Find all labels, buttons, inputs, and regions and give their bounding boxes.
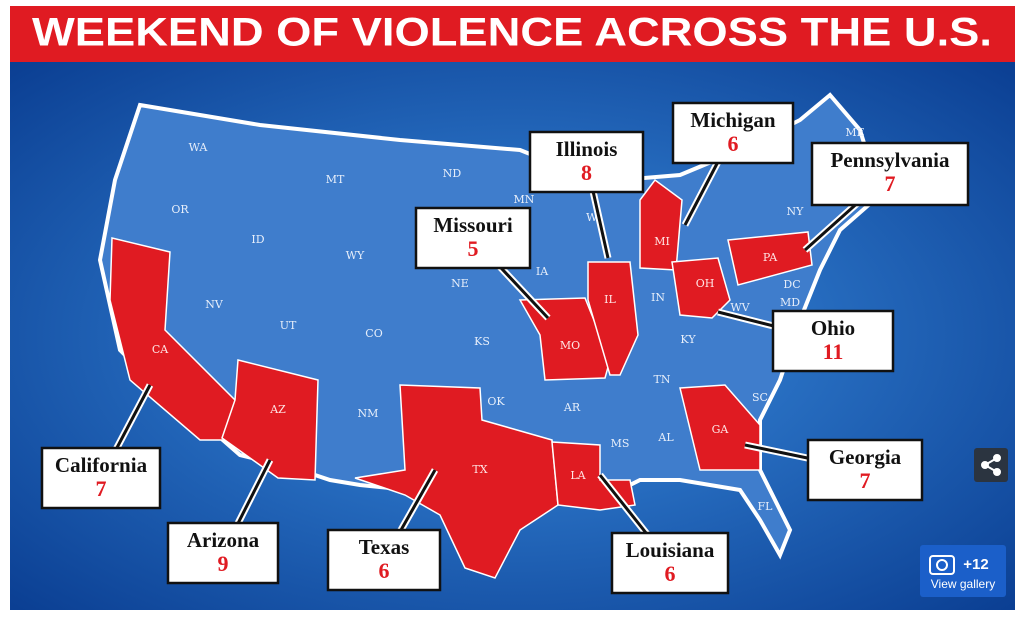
state-label: FL <box>758 500 774 513</box>
callout-box <box>40 446 162 510</box>
state-label: SC <box>752 391 768 404</box>
state-label: NV <box>205 298 224 311</box>
callout-box <box>610 531 730 595</box>
callout-state: Missouri <box>433 213 513 237</box>
callout-count: 5 <box>468 236 479 261</box>
state-label: OH <box>696 277 715 290</box>
state-label: WA <box>189 141 209 154</box>
state-pa <box>727 231 813 286</box>
callout-count: 7 <box>885 171 896 196</box>
gallery-button[interactable] <box>920 545 1006 597</box>
share-button[interactable] <box>974 448 1008 482</box>
state-label: IL <box>604 293 616 306</box>
gallery-label: View gallery <box>931 577 995 591</box>
state-mi <box>639 178 683 271</box>
state-label: CA <box>152 343 169 356</box>
state-label: MO <box>560 339 580 352</box>
state-label: KS <box>474 335 490 348</box>
state-label: PA <box>763 251 778 264</box>
callout-state: Illinois <box>556 137 618 161</box>
camera-lens <box>936 559 948 571</box>
state-label: MI <box>654 235 670 248</box>
callout-box <box>326 528 442 592</box>
highlighted-states <box>109 178 813 579</box>
state-label: TN <box>654 373 671 386</box>
state-label: MD <box>780 296 800 309</box>
state-label: TX <box>472 463 487 476</box>
callout-box <box>166 521 280 585</box>
callout-count: 6 <box>665 561 676 586</box>
state-label: MS <box>611 437 630 450</box>
callout-box <box>771 309 895 373</box>
state-label: OR <box>171 203 189 216</box>
callout-state: Louisiana <box>626 538 715 562</box>
callout-state: Texas <box>359 535 410 559</box>
camera-icon <box>929 555 955 575</box>
state-label: NE <box>451 277 469 290</box>
share-icon <box>981 454 1001 476</box>
state-il <box>587 261 639 376</box>
state-label: MT <box>326 173 345 186</box>
state-labels: WA MT ND MN OR ID WY WI MI NY ME NE IA I… <box>152 126 865 513</box>
callout-state: Pennsylvania <box>830 148 950 172</box>
state-mo <box>518 297 611 381</box>
state-label: CO <box>365 327 382 340</box>
gallery-count: +12 <box>963 556 988 573</box>
callout-box <box>528 130 645 194</box>
state-label: DC <box>783 278 800 291</box>
state-label: IA <box>536 265 549 278</box>
state-label: WV <box>730 301 750 314</box>
state-label: IN <box>651 291 665 304</box>
callout-box <box>806 438 924 502</box>
callout-state: Michigan <box>690 108 775 132</box>
callout-box <box>414 206 532 270</box>
state-label: UT <box>280 319 297 332</box>
callout-box <box>810 141 970 207</box>
callout-count: 6 <box>728 131 739 156</box>
callout-count: 6 <box>379 558 390 583</box>
us-map: WA MT ND MN OR ID WY WI MI NY ME NE IA I… <box>97 92 883 579</box>
state-label: ME <box>845 126 864 139</box>
callout-count: 8 <box>581 160 592 185</box>
callout-count: 7 <box>860 468 871 493</box>
state-label: AR <box>563 401 581 414</box>
state-label: ID <box>251 233 264 246</box>
callout-state: California <box>55 453 148 477</box>
state-label: KY <box>680 333 696 346</box>
state-label: ND <box>443 167 462 180</box>
callout-box <box>671 101 795 165</box>
state-label: MN <box>514 193 535 206</box>
state-oh <box>671 257 731 319</box>
callout-count: 11 <box>823 339 844 364</box>
state-label: AZ <box>269 403 286 416</box>
callout-count: 9 <box>218 551 229 576</box>
state-tx <box>354 384 559 579</box>
callout-state: Georgia <box>829 445 902 469</box>
state-label: LA <box>570 469 586 482</box>
title-bar <box>10 6 1015 62</box>
state-label: OK <box>487 395 505 408</box>
state-label: NM <box>358 407 379 420</box>
state-label: NY <box>787 205 805 218</box>
title: WEEKEND OF VIOLENCE ACROSS THE U.S. <box>32 11 992 55</box>
callout-state: Arizona <box>187 528 260 552</box>
state-label: AL <box>657 431 674 444</box>
state-az <box>221 359 319 481</box>
callout-state: Ohio <box>811 316 855 340</box>
callout-count: 7 <box>96 476 107 501</box>
state-label: WY <box>346 249 365 262</box>
callouts: California7Arizona9Texas6Louisiana6Georg… <box>40 101 970 595</box>
state-label: GA <box>712 423 730 436</box>
